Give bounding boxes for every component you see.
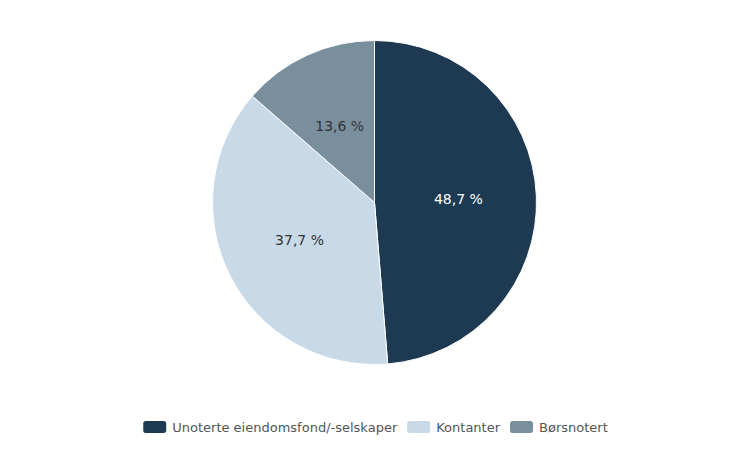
svg-text:Kontanter: Kontanter [436,420,500,435]
svg-text:48,7 %: 48,7 % [434,191,483,207]
svg-text:Børsnotert: Børsnotert [539,420,608,435]
svg-text:13,6 %: 13,6 % [315,118,364,134]
svg-text:Unoterte eiendomsfond/-selskap: Unoterte eiendomsfond/-selskaper [172,420,398,435]
svg-text:37,7 %: 37,7 % [275,232,324,248]
